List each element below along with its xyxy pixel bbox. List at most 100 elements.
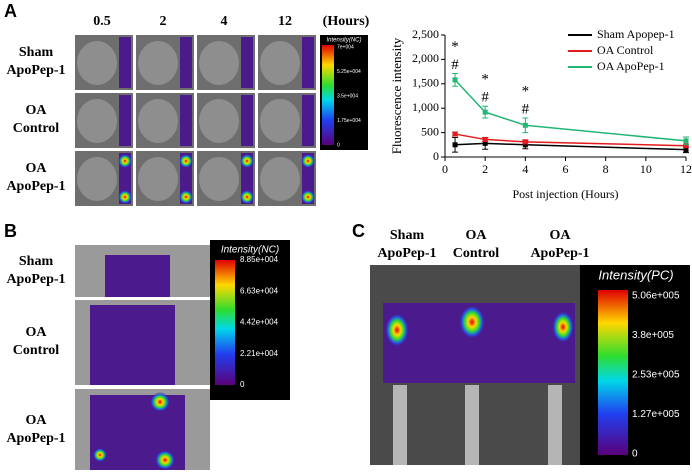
- colorbar-tick: 4.42e+004: [240, 318, 279, 327]
- time-unit: (Hours): [323, 14, 370, 29]
- time-label: 12: [278, 14, 292, 29]
- x-tick-label: 12: [680, 162, 692, 176]
- annotation: *: [522, 83, 530, 99]
- y-tick-label: 2,500: [412, 27, 439, 41]
- overlay: [180, 37, 192, 88]
- signal: [150, 392, 170, 412]
- row-label: ApoPep-1: [6, 431, 65, 446]
- column-label: OA: [550, 228, 572, 243]
- colorbar-tick: 3.5e+004: [337, 93, 358, 99]
- colorbar-tick: 0: [240, 380, 245, 389]
- overlay: [241, 95, 253, 146]
- panel-label: A: [4, 1, 17, 21]
- point: [683, 147, 689, 153]
- signal: [552, 311, 574, 343]
- overlay: [119, 37, 131, 88]
- mouse: [138, 99, 178, 143]
- row-label: OA: [26, 413, 48, 428]
- line: [455, 142, 687, 151]
- colorbar-tick: 2.21e+004: [240, 349, 279, 358]
- x-tick-label: 0: [442, 162, 448, 176]
- rod: [465, 385, 479, 465]
- signal: [240, 154, 254, 168]
- overlay: [302, 37, 314, 88]
- overlay: [180, 95, 192, 146]
- x-axis-label: Post injection (Hours): [513, 187, 619, 201]
- overlay: [119, 95, 131, 146]
- signal: [93, 448, 107, 462]
- annotation: #: [522, 101, 530, 117]
- signal: [179, 190, 193, 204]
- y-tick-label: 500: [421, 124, 439, 138]
- signal: [155, 450, 175, 470]
- mouse: [77, 99, 117, 143]
- divider: [75, 385, 210, 389]
- overlay: [105, 255, 170, 297]
- mouse: [260, 41, 300, 85]
- point: [482, 136, 488, 142]
- row-label: Sham: [19, 254, 54, 269]
- panel-label: B: [4, 221, 17, 241]
- x-tick-label: 8: [603, 162, 609, 176]
- line: [454, 79, 687, 142]
- colorbar-tick: 8.85e+004: [240, 255, 279, 264]
- row-label: ApoPep-1: [6, 63, 65, 78]
- mouse: [199, 157, 239, 201]
- point: [482, 109, 488, 115]
- signal: [240, 190, 254, 204]
- legend-label: OA ApoPep-1: [597, 59, 665, 73]
- colorbar-title: Intensity(NC): [221, 245, 279, 256]
- signal: [301, 154, 315, 168]
- y-axis-label: Fluorescence intensity: [389, 37, 404, 154]
- point: [522, 139, 528, 145]
- mouse: [138, 41, 178, 85]
- row-label: OA: [26, 161, 48, 176]
- colorbar: [598, 290, 628, 455]
- colorbar: [215, 260, 235, 385]
- point: [452, 131, 458, 137]
- colorbar-tick: 6.63e+004: [240, 286, 279, 295]
- y-tick-label: 0: [433, 149, 439, 163]
- overlay: [241, 37, 253, 88]
- row-label: Control: [13, 343, 60, 358]
- y-tick-label: 1,000: [412, 100, 439, 114]
- colorbar-tick: 3.8e+005: [632, 330, 674, 341]
- divider: [75, 297, 210, 300]
- point: [683, 143, 689, 149]
- point: [683, 138, 689, 144]
- colorbar-tick: 5.06e+005: [632, 291, 680, 302]
- signal: [385, 313, 409, 347]
- annotation: #: [451, 57, 459, 73]
- rod: [548, 385, 562, 465]
- y-tick-label: 2,000: [412, 51, 439, 65]
- signal: [118, 154, 132, 168]
- row-label: OA: [26, 103, 48, 118]
- signal: [301, 190, 315, 204]
- signal: [459, 305, 485, 339]
- row-label: OA: [26, 325, 48, 340]
- mouse: [199, 41, 239, 85]
- mouse: [138, 157, 178, 201]
- legend-label: Sham Apopep-1: [597, 27, 675, 41]
- x-tick-label: 4: [522, 162, 528, 176]
- signal: [179, 154, 193, 168]
- column-label: Control: [453, 246, 500, 261]
- time-label: 4: [221, 14, 228, 29]
- colorbar-title: Intensity(NC): [326, 38, 361, 44]
- row-label: ApoPep-1: [6, 179, 65, 194]
- mouse: [199, 99, 239, 143]
- x-tick-label: 2: [482, 162, 488, 176]
- row-label: Sham: [19, 45, 54, 60]
- point: [522, 142, 528, 148]
- annotation: *: [481, 72, 489, 88]
- row-label: ApoPep-1: [6, 272, 65, 287]
- time-label: 0.5: [93, 14, 111, 29]
- overlay: [302, 95, 314, 146]
- column-label: OA: [466, 228, 488, 243]
- signal: [118, 190, 132, 204]
- colorbar-tick: 5.25e+004: [337, 69, 361, 75]
- line: [454, 133, 687, 147]
- point: [452, 77, 458, 83]
- column-label: Sham: [390, 228, 425, 243]
- point: [482, 140, 488, 146]
